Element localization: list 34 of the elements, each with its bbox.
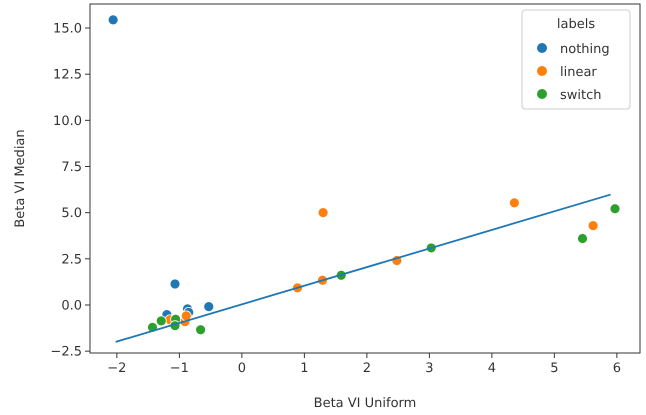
x-tick-label: 5 xyxy=(550,361,559,376)
y-tick-label: 7.5 xyxy=(61,160,82,175)
y-tick-label: −2.5 xyxy=(50,344,82,360)
y-tick-label: 15.0 xyxy=(53,22,82,37)
y-tick-label: 0.0 xyxy=(61,298,82,314)
legend-label: switch xyxy=(560,88,602,103)
x-tick-label: −1 xyxy=(170,361,189,376)
legend-title: labels xyxy=(556,17,596,32)
point xyxy=(180,310,192,322)
point xyxy=(156,315,167,326)
point xyxy=(577,233,588,244)
x-tick-label: 0 xyxy=(238,361,246,376)
x-axis-title: Beta VI Uniform xyxy=(314,396,416,411)
y-tick-label: 10.0 xyxy=(53,114,82,129)
point xyxy=(170,278,180,290)
legend-label: nothing xyxy=(560,42,610,57)
point xyxy=(195,324,206,336)
point xyxy=(508,197,520,208)
point xyxy=(588,220,599,231)
point xyxy=(610,203,620,214)
y-tick-label: 2.5 xyxy=(61,252,82,268)
x-tick-label: 3 xyxy=(425,361,434,376)
y-axis-title: Beta VI Median xyxy=(13,129,28,228)
x-tick-label: 6 xyxy=(612,361,622,376)
y-tick-label: 12.5 xyxy=(53,68,82,83)
legend-label: linear xyxy=(560,65,598,80)
x-tick-label: −2 xyxy=(107,361,126,376)
y-tick-label: 5.0 xyxy=(61,206,82,222)
point xyxy=(318,207,329,218)
point xyxy=(108,14,119,26)
x-tick-label: 1 xyxy=(300,361,309,376)
point xyxy=(203,301,214,312)
x-tick-label: 4 xyxy=(488,361,496,376)
x-tick-label: 2 xyxy=(362,361,372,376)
